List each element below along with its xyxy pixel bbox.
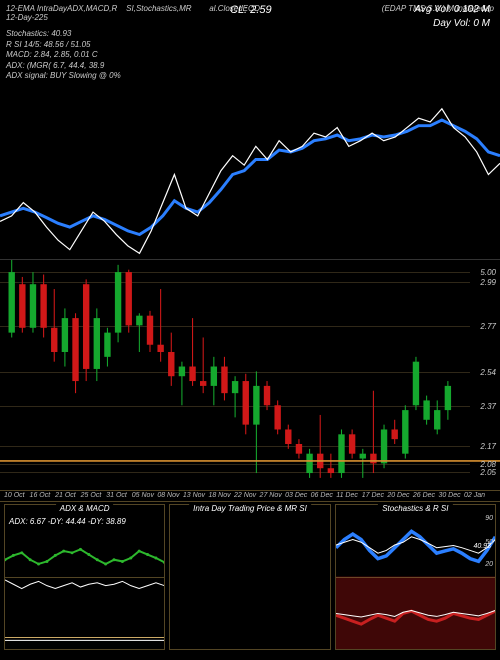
header-block: 12-EMA IntraDayADX,MACD,R SI,Stochastics…: [0, 0, 500, 90]
y-tick: 2.77: [480, 322, 496, 331]
date-tick: 06 Dec: [311, 492, 333, 499]
rsi-readout: R SI 14/5: 48.56 / 51.05: [6, 40, 494, 50]
date-tick: 16 Oct: [30, 492, 51, 499]
date-tick: 20 Dec: [387, 492, 409, 499]
stoch-title: Stochastics & R SI: [378, 504, 452, 513]
date-tick: 10 Oct: [4, 492, 25, 499]
date-tick: 21 Oct: [55, 492, 76, 499]
adx-readout: ADX: (MGR( 6.7, 44.4, 38.9: [6, 61, 494, 71]
intraday-title: Intra Day Trading Price & MR SI: [189, 504, 311, 513]
stochastics-readout: Stochastics: 40.93: [6, 29, 494, 39]
date-tick: 11 Dec: [336, 492, 358, 499]
stoch-y-90: 90: [485, 515, 493, 522]
date-tick: 03 Dec: [285, 492, 307, 499]
date-tick: 18 Nov: [208, 492, 230, 499]
adx-macd-panel: ADX & MACD ADX: 6.67 -DY: 44.44 -DY: 38.…: [4, 504, 165, 650]
intraday-panel: Intra Day Trading Price & MR SI: [169, 504, 330, 650]
y-tick: 2.99: [480, 278, 496, 287]
header-indicators: 12-EMA IntraDayADX,MACD,R SI,Stochastics…: [6, 4, 260, 13]
date-tick: 02 Jan: [464, 492, 485, 499]
date-tick: 26 Dec: [413, 492, 435, 499]
indicator-panels: ADX & MACD ADX: 6.67 -DY: 44.44 -DY: 38.…: [0, 502, 500, 652]
date-tick: 05 Nov: [132, 492, 154, 499]
date-tick: 22 Nov: [234, 492, 256, 499]
y-tick: 5.00: [480, 268, 496, 277]
date-tick: 25 Oct: [81, 492, 102, 499]
candlestick-chart: 5.002.992.772.542.372.172.082.05: [0, 260, 500, 490]
price-ema-chart: [0, 90, 500, 260]
stoch-y-20: 20: [485, 561, 493, 568]
close-price: CL: 2.59: [230, 4, 272, 16]
date-axis: 10 Oct 16 Oct 21 Oct 25 Oct 31 Oct 05 Nov08 N…: [0, 490, 500, 502]
adx-values: ADX: 6.67 -DY: 44.44 -DY: 38.89: [9, 517, 126, 526]
y-tick: 2.54: [480, 368, 496, 377]
avg-volume: Avg Vol: 0.102 M: [414, 4, 490, 15]
adx-title: ADX & MACD: [56, 504, 114, 513]
adx-signal: ADX signal: BUY Slowing @ 0%: [6, 71, 494, 81]
date-tick: 08 Nov: [157, 492, 179, 499]
y-tick: 2.05: [480, 468, 496, 477]
day-volume: Day Vol: 0 M: [433, 18, 490, 29]
date-tick: 31 Oct: [106, 492, 127, 499]
stochastics-rsi-panel: Stochastics & R SI 90 50 20 40.93: [335, 504, 496, 650]
y-tick: 2.17: [480, 442, 496, 451]
date-tick: 17 Dec: [362, 492, 384, 499]
stoch-marker: 40.93: [473, 543, 491, 550]
date-tick: 27 Nov: [260, 492, 282, 499]
date-tick: 13 Nov: [183, 492, 205, 499]
date-tick: 30 Dec: [438, 492, 460, 499]
macd-readout: MACD: 2.84, 2.85, 0.01 C: [6, 50, 494, 60]
y-tick: 2.37: [480, 402, 496, 411]
